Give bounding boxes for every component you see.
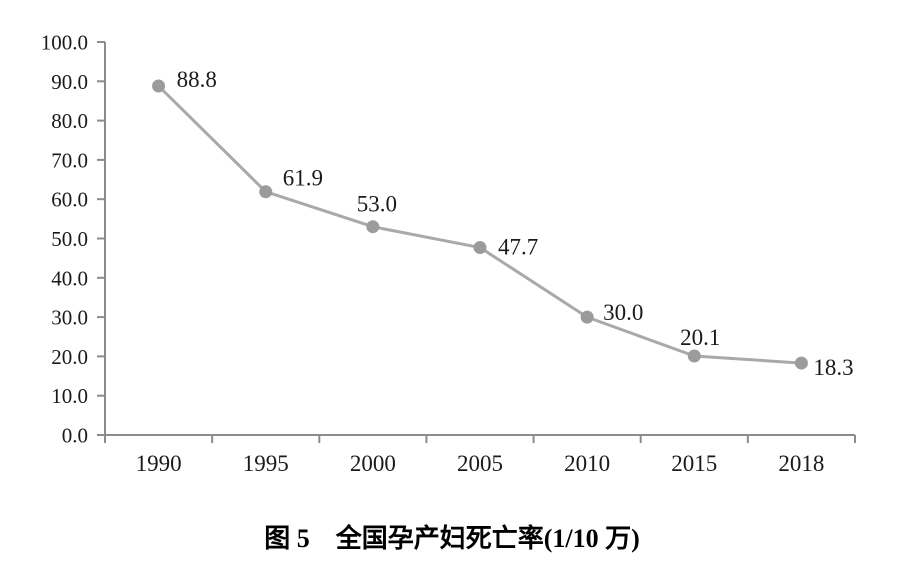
y-axis-tick-label: 10.0: [51, 384, 88, 408]
data-point-marker: [580, 310, 594, 324]
x-axis-tick-label: 2018: [778, 451, 824, 476]
y-axis-tick-label: 50.0: [51, 227, 88, 251]
y-axis-tick-label: 60.0: [51, 188, 88, 212]
x-axis-tick-label: 1990: [136, 451, 182, 476]
data-point-marker: [687, 349, 701, 363]
data-point-marker: [259, 185, 273, 199]
chart-title: 图 5 全国孕产妇死亡率(1/10 万): [264, 523, 640, 553]
series-layer: [152, 79, 808, 370]
data-point-label: 61.9: [283, 166, 323, 191]
axes-layer: 0.0 10.0 20.0 30.0 40.0 50.0 60.0 70.0 80.0 90.0 1…: [41, 31, 856, 476]
data-point-label: 20.1: [680, 325, 720, 350]
y-axis-tick-label: 30.0: [51, 306, 88, 330]
series-line: [157, 84, 802, 365]
data-point-marker: [794, 356, 808, 370]
data-point-label: 53.0: [357, 192, 397, 217]
x-axis-tick-label: 2015: [671, 451, 717, 476]
x-axis-tick-label: 2000: [350, 451, 396, 476]
y-axis-tick-label: 20.0: [51, 345, 88, 369]
data-point-label: 30.0: [603, 300, 643, 325]
data-point-marker: [152, 79, 166, 93]
x-axis-tick-label: 2010: [564, 451, 610, 476]
data-point-label: 88.8: [177, 67, 217, 92]
x-axis-tick-label: 2005: [457, 451, 503, 476]
y-axis-tick-label: 90.0: [51, 70, 88, 94]
y-axis-tick-label: 0.0: [62, 424, 88, 448]
data-point-label: 47.7: [498, 235, 538, 260]
y-axis-tick-label: 100.0: [41, 31, 88, 55]
y-axis-tick-label: 40.0: [51, 266, 88, 290]
data-labels-layer: 88.8 61.9 53.0 47.7 30.0 20.1 18.3: [177, 67, 854, 380]
data-point-label: 18.3: [813, 355, 853, 380]
data-point-marker: [366, 220, 380, 234]
y-axis-tick-label: 80.0: [51, 109, 88, 133]
y-axis-tick-label: 70.0: [51, 148, 88, 172]
x-axis-tick-label: 1995: [243, 451, 289, 476]
data-point-marker: [473, 241, 487, 255]
